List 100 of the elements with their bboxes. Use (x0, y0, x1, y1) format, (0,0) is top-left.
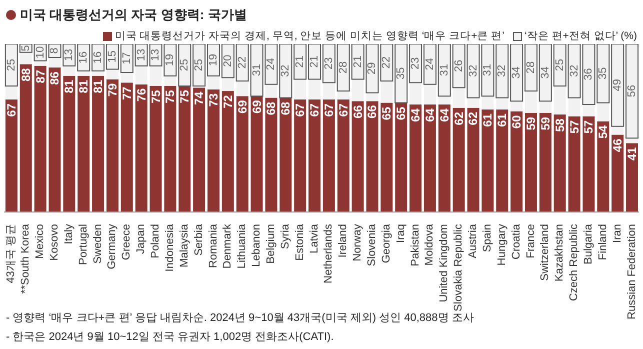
data-label: 32 (280, 64, 292, 78)
data-label: 25 (554, 58, 566, 72)
x-tick-label: Norway (352, 224, 364, 262)
data-label: 41 (625, 146, 640, 160)
bar (120, 82, 133, 212)
bar (222, 91, 234, 212)
bar (106, 79, 118, 212)
bar (48, 68, 61, 212)
bar (539, 112, 552, 212)
x-tick-label: Serbia (192, 223, 205, 256)
data-label: 65 (380, 106, 394, 120)
data-label: 31 (482, 64, 494, 76)
data-label: 13 (63, 48, 76, 62)
bar (78, 76, 90, 212)
x-tick-label: Bulgaria (582, 223, 594, 264)
data-label: 49 (612, 79, 624, 92)
data-label: 21 (352, 56, 364, 68)
x-tick-label: Georgia (380, 223, 392, 264)
data-label: 59 (524, 116, 538, 130)
data-label: 31 (250, 64, 263, 76)
data-label: 15 (106, 50, 118, 63)
x-tick-label: Syria (279, 223, 292, 250)
x-tick-label: Finland (596, 224, 609, 260)
x-tick-label: Kosovo (48, 224, 61, 261)
bar (612, 134, 624, 212)
data-label: 67 (336, 103, 350, 117)
bar (524, 112, 537, 212)
data-label: 57 (582, 120, 596, 134)
data-label: 23 (410, 57, 422, 70)
bar (265, 98, 278, 212)
data-label: 61 (480, 113, 495, 127)
data-label: 73 (206, 93, 220, 107)
data-label: 67 (293, 103, 308, 117)
bar (294, 99, 306, 212)
bar (554, 114, 566, 212)
x-tick-label: Slovenia (366, 223, 378, 266)
data-label: 64 (422, 108, 437, 122)
data-label: 62 (452, 112, 466, 126)
bar (366, 101, 378, 212)
data-label: 88 (18, 68, 33, 82)
data-label: 23 (322, 57, 335, 70)
data-label: 10 (34, 46, 46, 59)
bar (236, 96, 248, 212)
data-label: 24 (424, 58, 436, 70)
data-label: 81 (62, 80, 76, 94)
data-label: 19 (164, 54, 176, 66)
data-label: 60 (510, 114, 524, 129)
bar (568, 116, 580, 212)
bar (510, 111, 523, 212)
data-label: 79 (105, 82, 120, 97)
data-label: 75 (163, 90, 178, 104)
data-label: 66 (365, 104, 380, 118)
data-label: 28 (524, 61, 537, 74)
data-label: 54 (596, 124, 610, 139)
bar (193, 88, 206, 212)
data-label: 61 (495, 113, 510, 127)
data-label: 87 (33, 70, 48, 84)
data-label: 46 (610, 138, 625, 152)
data-label: 62 (466, 112, 480, 126)
x-tick-label: Belgium (264, 224, 277, 264)
bar (582, 116, 595, 212)
data-label: 35 (395, 67, 408, 80)
data-label: 21 (308, 56, 321, 68)
bar (150, 86, 162, 212)
legend-label: 미국 대통령선거가 자국의 경제, 무역, 안보 등에 미치는 영향력 ‘매우 크다+큰 편’ (114, 29, 504, 43)
data-label: 13 (150, 48, 162, 62)
data-label: 75 (148, 90, 163, 104)
data-label: 75 (178, 90, 192, 104)
data-label: 64 (437, 108, 452, 122)
bar (395, 102, 408, 212)
data-label: 20 (222, 54, 234, 67)
data-label: 34 (539, 66, 552, 79)
x-tick-label: Russian Federation (626, 224, 638, 320)
data-label: 56 (626, 84, 638, 98)
x-tick-label: Lebanon (250, 224, 263, 267)
text: - 한국은 2024년 9월 10~12일 전국 유권자 1,002명 전화조사(CATI). (6, 330, 335, 345)
data-label: 81 (91, 80, 106, 94)
x-tick-label: Poland (150, 224, 162, 258)
bar (438, 104, 450, 212)
data-label: 68 (278, 101, 293, 116)
bar (280, 98, 292, 212)
data-label: 76 (134, 88, 148, 102)
data-label: 24 (265, 58, 278, 70)
bar (452, 108, 465, 212)
data-label: 26 (452, 60, 465, 72)
x-tick-label: Croatia (510, 223, 522, 260)
x-tick-label: Iraq (394, 224, 407, 243)
data-label: 25 (193, 58, 206, 72)
bar (626, 143, 638, 212)
bar (5, 99, 18, 212)
x-tick-label: Italy (62, 224, 75, 244)
bar (410, 104, 422, 212)
x-tick-label: Lithuania (236, 223, 248, 269)
x-tick-label: Spain (481, 224, 494, 252)
data-label: 8 (48, 48, 61, 54)
data-label: 5 (20, 45, 32, 52)
data-label: 69 (235, 100, 250, 114)
x-tick-label: Malaysia (178, 223, 190, 268)
x-tick-label: Ireland (337, 224, 350, 258)
bar (597, 121, 610, 212)
